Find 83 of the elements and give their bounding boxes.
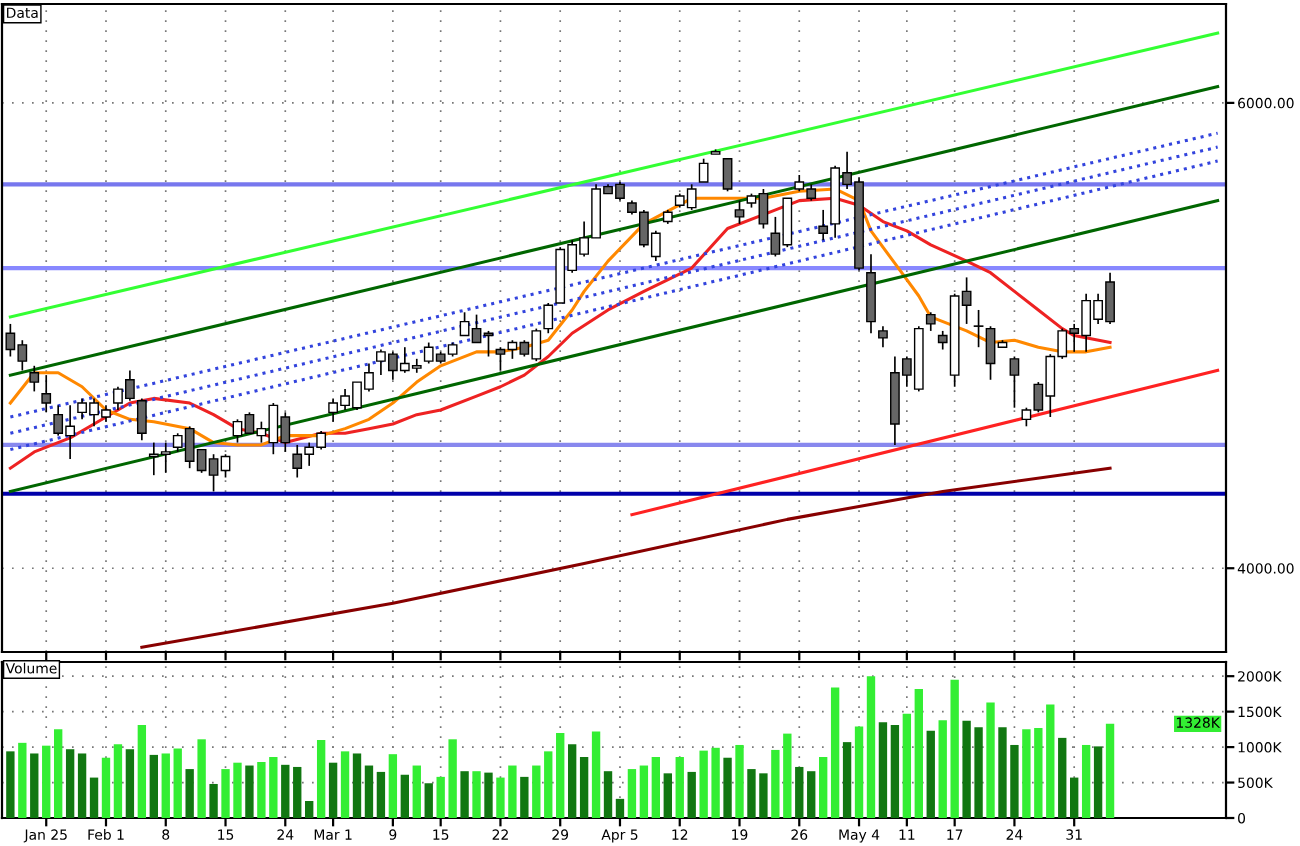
bar [197,739,206,818]
bar [1105,723,1115,818]
bar [902,713,912,818]
bar [1058,737,1067,818]
bar [89,777,99,818]
bar [364,765,374,818]
bar [472,771,481,818]
bar [293,766,302,818]
bar [819,757,828,818]
bar [161,753,170,818]
bar [149,754,158,818]
bar [579,757,589,818]
bar [890,725,900,818]
candlestick [41,374,52,414]
bar [627,769,637,818]
bar [42,745,51,818]
bar [687,771,696,818]
bar [651,757,661,818]
bar [305,800,314,818]
bar [1081,744,1091,818]
bar [113,744,123,818]
bar [842,742,852,818]
candlestick [543,302,554,335]
candlestick [818,209,829,242]
bar [209,783,218,818]
bar [735,744,744,818]
bar [340,751,350,818]
bar [663,773,672,818]
bar [615,798,625,818]
bar [137,725,147,818]
bar [854,726,864,818]
candlestick [29,364,40,393]
candlestick [878,325,888,349]
bar [245,765,254,818]
bar [484,772,493,818]
line-series [140,466,1112,649]
bar [914,688,923,818]
bar [878,722,888,818]
bar [723,757,732,818]
bar [639,765,649,818]
bar [77,753,87,818]
bar [532,765,541,818]
candlestick [925,311,936,332]
bar [54,729,63,818]
bar [986,702,995,818]
bar [400,774,409,818]
bar [1093,746,1103,818]
bar [460,771,469,818]
bar [866,676,876,818]
bar [18,742,27,818]
bar [675,757,684,818]
bar [328,762,338,818]
candlestick [734,199,745,225]
bar [830,687,840,818]
bar [101,757,111,818]
bar [520,776,529,818]
bar [424,783,433,818]
bar [807,771,816,818]
bar [544,751,553,818]
bar [388,754,398,818]
candlestick [698,157,709,183]
bar [926,730,935,818]
bar [591,731,601,818]
bar [6,751,15,818]
bar [376,771,386,818]
candlestick [973,309,984,349]
bar [352,753,362,818]
bar [556,732,565,818]
candlestick [1009,355,1020,409]
bar [65,749,75,818]
bar [316,740,326,818]
bar [603,771,613,818]
candlestick [722,157,733,193]
bar [173,748,182,818]
candlestick [136,397,147,442]
bar [281,764,290,818]
bar [1070,777,1079,818]
bar [795,766,804,818]
bar [185,769,194,818]
bar [412,765,421,818]
bar [125,749,135,818]
bar [567,744,577,818]
bar [30,753,39,818]
